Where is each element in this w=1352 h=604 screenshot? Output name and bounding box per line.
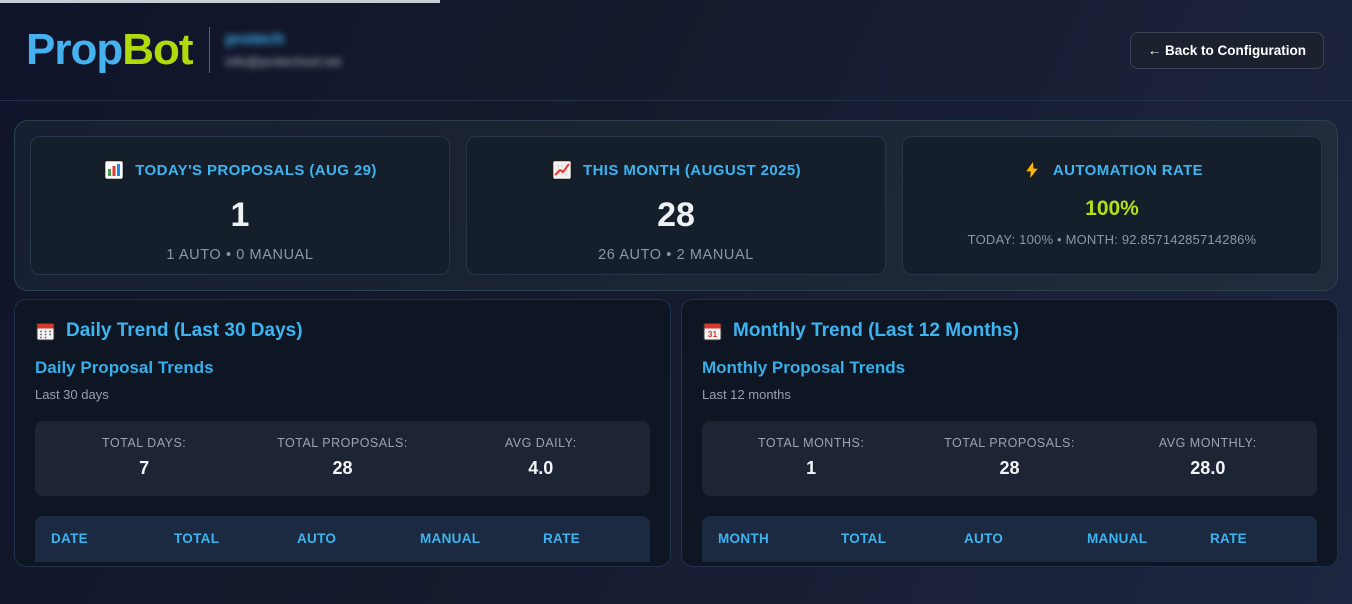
- daily-panel-title-row: Daily Trend (Last 30 Days): [35, 320, 650, 342]
- stat-label: TOTAL PROPOSALS:: [944, 436, 1075, 450]
- stat-value: 4.0: [528, 458, 554, 478]
- stat-value: 28.0: [1190, 458, 1226, 478]
- stat-card-title: AUTOMATION RATE: [1052, 161, 1204, 179]
- monthly-table-header: MONTH TOTAL AUTO MANUAL RATE: [702, 516, 1317, 562]
- main-content: TODAY'S PROPOSALS (AUG 29) 1 1 AUTO • 0 …: [0, 120, 1352, 567]
- stat-card-automation-rate: AUTOMATION RATE 100% TODAY: 100% • MONTH…: [902, 136, 1322, 275]
- stat-card-subtitle: 1 AUTO • 0 MANUAL: [166, 247, 314, 263]
- monthly-stats-box: TOTAL MONTHS: 1 TOTAL PROPOSALS: 28 AVG …: [702, 421, 1317, 496]
- daily-table-header: DATE TOTAL AUTO MANUAL RATE: [35, 516, 650, 562]
- brand-divider: [208, 27, 210, 73]
- monthly-panel-title-row: 31 Monthly Trend (Last 12 Months): [702, 320, 1317, 342]
- stat-card-subtitle: TODAY: 100% • MONTH: 92.85714285714286%: [967, 232, 1257, 247]
- monthly-trend-panel: 31 Monthly Trend (Last 12 Months) Monthl…: [681, 299, 1338, 567]
- daily-panel-caption: Last 30 days: [35, 387, 109, 402]
- back-to-configuration-button[interactable]: ← Back to Configuration: [1129, 31, 1324, 69]
- bar-chart-icon: [103, 159, 125, 181]
- workspace-info: protech info@protechsol.net: [226, 31, 342, 69]
- app-logo: PropBot: [26, 25, 194, 74]
- stat-total-proposals: TOTAL PROPOSALS: 28: [910, 436, 1108, 479]
- stat-label: TOTAL MONTHS:: [758, 436, 865, 450]
- workspace-email-blurred: info@protechsol.net: [225, 54, 342, 69]
- stat-card-title: THIS MONTH (AUGUST 2025): [583, 161, 801, 179]
- stat-total-months: TOTAL MONTHS: 1: [712, 436, 910, 479]
- logo-part-bot: Bot: [122, 25, 193, 74]
- stat-card-value: 100%: [1085, 197, 1139, 220]
- stat-avg-monthly: AVG MONTHLY: 28.0: [1109, 436, 1307, 479]
- column-header-total: TOTAL: [174, 531, 220, 546]
- column-header-auto: AUTO: [297, 531, 337, 546]
- stat-card-subtitle: 26 AUTO • 2 MANUAL: [598, 247, 754, 263]
- stat-card-title-row: AUTOMATION RATE: [1021, 159, 1203, 181]
- column-header-manual: MANUAL: [420, 531, 481, 546]
- stat-value: 1: [806, 458, 817, 478]
- calendar-icon: 31: [702, 321, 723, 342]
- stat-value: 7: [139, 458, 150, 478]
- spiral-calendar-icon: [35, 321, 56, 342]
- logo-part-prop: Prop: [26, 25, 123, 74]
- column-header-month: MONTH: [718, 531, 769, 546]
- stat-label: TOTAL DAYS:: [102, 436, 187, 450]
- stat-label: AVG MONTHLY:: [1158, 436, 1257, 450]
- stat-label: TOTAL PROPOSALS:: [277, 436, 408, 450]
- monthly-panel-caption: Last 12 months: [702, 387, 791, 402]
- stat-card-value: 28: [657, 196, 695, 234]
- monthly-panel-subtitle: Monthly Proposal Trends: [702, 358, 906, 377]
- daily-stats-box: TOTAL DAYS: 7 TOTAL PROPOSALS: 28 AVG DA…: [35, 421, 650, 496]
- brand-block: PropBot protech info@protechsol.net: [26, 27, 341, 73]
- stat-card-title-row: TODAY'S PROPOSALS (AUG 29): [103, 159, 377, 181]
- column-header-date: DATE: [51, 531, 88, 546]
- stat-card-this-month: THIS MONTH (AUGUST 2025) 28 26 AUTO • 2 …: [466, 136, 886, 275]
- stats-section: TODAY'S PROPOSALS (AUG 29) 1 1 AUTO • 0 …: [14, 120, 1338, 291]
- stat-card-todays-proposals: TODAY'S PROPOSALS (AUG 29) 1 1 AUTO • 0 …: [30, 136, 450, 275]
- chart-increasing-icon: [551, 159, 573, 181]
- stat-label: AVG DAILY:: [504, 436, 577, 450]
- window-edge-strip: [0, 0, 440, 3]
- column-header-manual: MANUAL: [1087, 531, 1148, 546]
- column-header-rate: RATE: [543, 531, 580, 546]
- column-header-rate: RATE: [1210, 531, 1247, 546]
- column-header-total: TOTAL: [841, 531, 887, 546]
- stat-card-value: 1: [230, 196, 250, 234]
- lightning-icon: [1021, 159, 1043, 181]
- stat-value: 28: [332, 458, 353, 478]
- daily-panel-subtitle: Daily Proposal Trends: [35, 358, 214, 377]
- stat-value: 28: [999, 458, 1020, 478]
- stat-avg-daily: AVG DAILY: 4.0: [442, 436, 640, 479]
- daily-trend-panel: Daily Trend (Last 30 Days) Daily Proposa…: [14, 299, 671, 567]
- svg-text:31: 31: [708, 329, 718, 339]
- trend-panels-row: Daily Trend (Last 30 Days) Daily Proposa…: [14, 299, 1338, 567]
- daily-panel-title: Daily Trend (Last 30 Days): [66, 320, 303, 341]
- workspace-name-blurred: protech: [225, 31, 285, 48]
- column-header-auto: AUTO: [964, 531, 1004, 546]
- stat-total-days: TOTAL DAYS: 7: [45, 436, 243, 479]
- stat-card-title: TODAY'S PROPOSALS (AUG 29): [135, 161, 377, 179]
- stat-card-title-row: THIS MONTH (AUGUST 2025): [551, 159, 801, 181]
- header: PropBot protech info@protechsol.net ← Ba…: [0, 0, 1352, 101]
- monthly-panel-title: Monthly Trend (Last 12 Months): [733, 320, 1020, 341]
- stat-total-proposals: TOTAL PROPOSALS: 28: [243, 436, 441, 479]
